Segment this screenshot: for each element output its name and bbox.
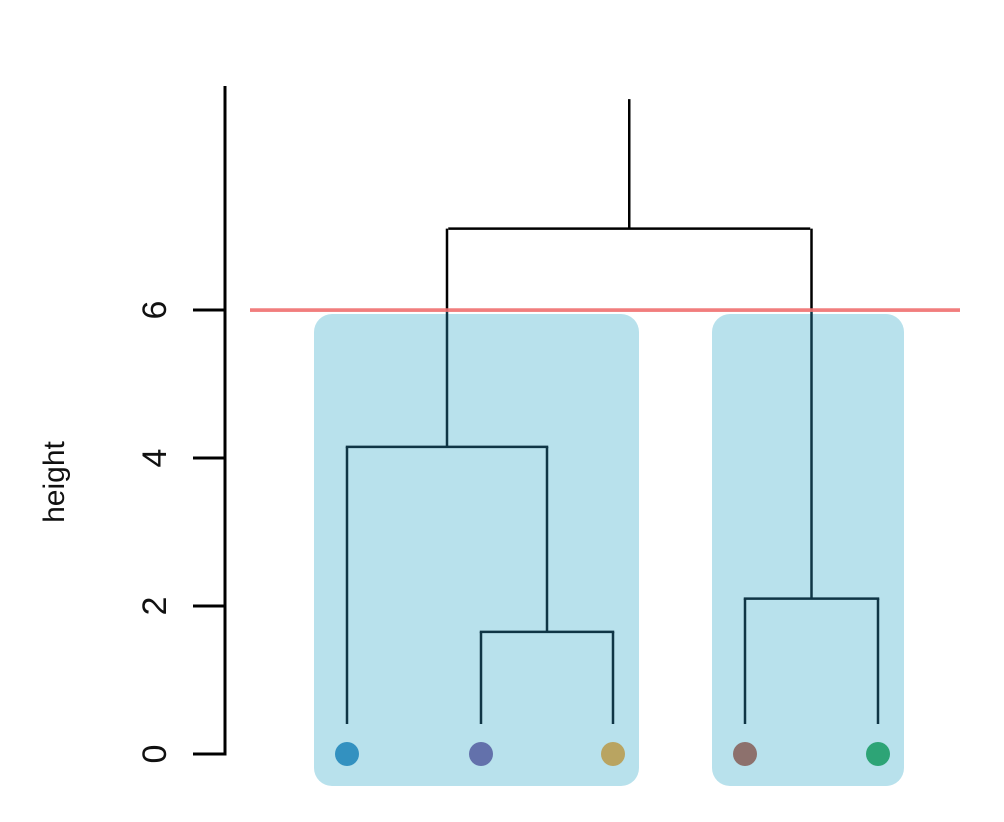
leaf-point-1 [335, 742, 359, 766]
cut-line-group [250, 308, 960, 312]
y-axis: 0 2 4 6 [136, 86, 227, 764]
y-tick-label-0: 0 [136, 745, 174, 764]
y-axis-title: height [38, 440, 71, 522]
y-tick-label-2: 2 [136, 597, 174, 616]
cluster-region-2 [712, 314, 904, 786]
y-tick-label-6: 6 [136, 301, 174, 320]
cluster-region-1 [314, 314, 639, 786]
cluster-regions [314, 314, 904, 786]
leaf-point-2 [469, 742, 493, 766]
leaf-point-3 [601, 742, 625, 766]
leaf-point-4 [733, 742, 757, 766]
leaf-point-5 [866, 742, 890, 766]
y-tick-label-4: 4 [136, 449, 174, 468]
dendrogram-links [345, 99, 880, 724]
leaf-points [335, 742, 890, 766]
